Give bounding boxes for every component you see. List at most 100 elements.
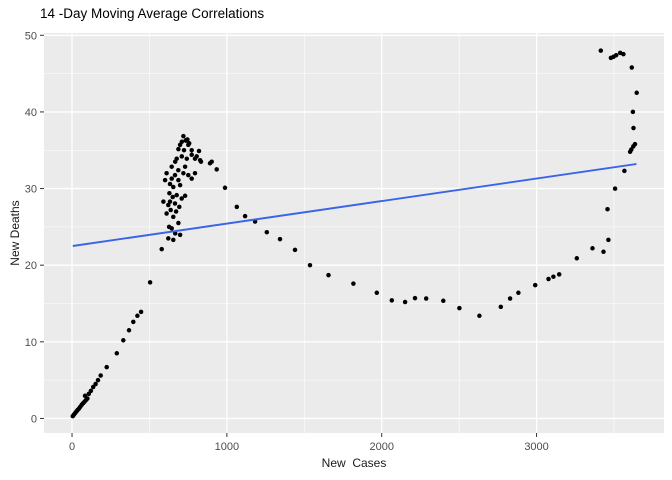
x-axis-title: New Cases [321,456,387,470]
data-point [214,167,219,172]
y-tick-label: 30 [25,184,37,196]
y-tick-label: 20 [25,260,37,272]
data-point [182,193,188,199]
data-point [167,190,172,196]
data-point [412,295,418,301]
data-point [179,139,185,145]
data-point [166,236,171,241]
data-point [242,213,248,219]
data-point [114,351,120,356]
y-axis-tick-labels: 0 10 20 30 40 50 [25,30,37,425]
data-point [516,290,521,296]
minor-gridlines [44,33,664,433]
data-point [93,381,98,387]
data-point [192,156,198,161]
data-point [167,181,173,187]
y-tick-label: 0 [31,413,37,425]
data-point [441,298,446,304]
data-point [177,204,182,210]
data-point [629,65,635,70]
data-point [222,185,228,191]
data-point [606,237,611,243]
data-point [631,125,636,131]
data-point [622,168,627,174]
x-tick-label: 1000 [215,441,239,453]
data-point [181,133,186,139]
data-point [612,186,618,191]
data-point [167,199,173,204]
data-point [98,373,103,378]
x-tick-label: 3000 [524,441,548,453]
data-points [70,48,639,419]
data-point [457,305,462,311]
data-point [608,55,614,61]
x-tick-label: 0 [69,441,75,453]
data-point [138,309,144,315]
major-gridlines [44,33,664,433]
data-point [176,177,181,183]
data-point [172,231,178,236]
data-point [234,204,240,210]
data-point [176,167,181,173]
data-point [171,237,176,243]
data-point [292,247,298,253]
data-point [90,384,96,390]
data-point [389,298,395,303]
data-point [164,211,169,216]
data-point [189,152,194,158]
axis-tick-marks [40,34,538,437]
data-point [171,184,176,190]
data-point [374,290,380,296]
data-point [177,182,183,188]
data-point [307,262,313,268]
plot-panel [44,33,664,433]
data-point [634,90,639,96]
data-point [166,202,171,208]
data-point [632,141,638,147]
data-point [177,232,183,238]
data-point [532,282,538,288]
data-point [264,229,270,235]
data-point [184,156,190,161]
chart-title: 14 -Day Moving Average Correlations [40,6,265,21]
data-point [189,176,194,181]
data-point [198,159,204,164]
data-point [574,256,580,261]
data-point [162,177,168,183]
data-point [277,236,283,242]
data-point [170,194,175,200]
y-axis-title: New Deaths [8,200,22,266]
data-point [88,388,94,394]
data-point [630,109,636,115]
data-point [507,296,513,301]
data-point [131,319,136,325]
x-axis-tick-labels: 0 1000 2000 3000 [69,441,549,453]
data-point [423,296,429,301]
data-point [174,192,179,198]
data-point [135,313,140,319]
data-point [546,276,551,282]
y-tick-label: 10 [25,337,37,349]
data-point [402,299,408,305]
data-point [351,281,356,286]
data-point [159,246,164,252]
data-point [95,377,101,383]
data-point [183,138,189,143]
data-point [164,170,169,176]
x-tick-label: 2000 [369,441,393,453]
data-point [186,172,191,178]
data-point [169,226,174,231]
data-point [172,201,178,206]
data-point [121,338,126,343]
data-point [182,164,188,169]
data-point [179,154,185,159]
y-tick-label: 40 [25,107,37,119]
data-point [126,328,132,333]
trend-line [72,163,637,247]
data-point [176,220,181,226]
data-point [176,146,181,152]
data-point [179,196,184,201]
y-tick-label: 50 [25,30,37,42]
